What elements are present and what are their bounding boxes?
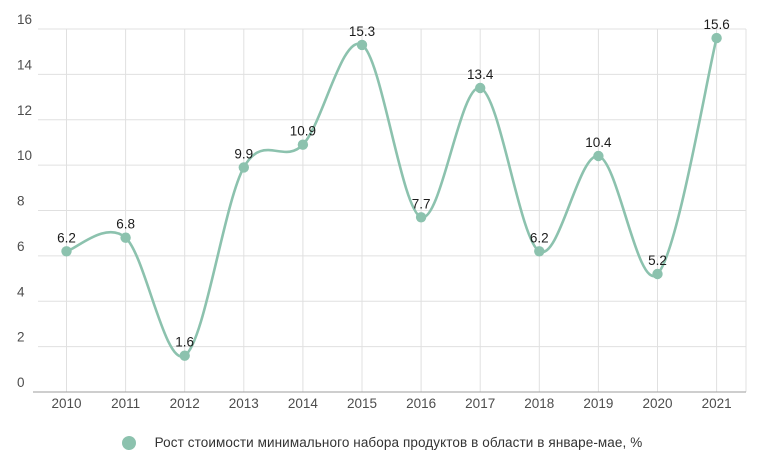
data-label: 13.4 <box>467 67 494 82</box>
data-point <box>711 32 722 44</box>
legend-series-label: Рост стоимости минимального набора проду… <box>154 435 643 450</box>
chart-legend: Рост стоимости минимального набора проду… <box>0 435 764 450</box>
y-axis-label: 12 <box>17 103 32 118</box>
x-axis-label: 2021 <box>702 396 732 411</box>
data-point <box>179 350 190 361</box>
data-label: 6.2 <box>57 230 76 245</box>
data-label: 7.7 <box>412 196 431 211</box>
data-point <box>120 232 131 243</box>
x-axis-label: 2019 <box>583 396 613 411</box>
data-point <box>475 82 486 94</box>
data-point <box>297 139 309 150</box>
data-label: 15.3 <box>349 24 375 39</box>
data-label: 10.4 <box>585 135 612 150</box>
x-axis-label: 2015 <box>347 396 377 411</box>
y-axis-label: 0 <box>17 375 25 390</box>
y-axis-label: 8 <box>17 194 25 209</box>
data-label: 10.9 <box>290 124 316 139</box>
y-axis-label: 16 <box>17 12 32 27</box>
data-point <box>415 212 427 223</box>
y-axis-label: 14 <box>17 57 33 72</box>
data-point <box>652 268 663 280</box>
data-point <box>534 246 545 257</box>
data-label: 5.2 <box>648 253 667 268</box>
data-label: 9.9 <box>234 146 253 161</box>
series-line <box>65 36 718 358</box>
data-label: 1.6 <box>175 335 194 350</box>
x-axis-label: 2018 <box>524 396 554 411</box>
x-axis-label: 2011 <box>111 396 140 411</box>
data-point <box>356 39 368 51</box>
x-axis-label: 2013 <box>229 396 259 411</box>
y-axis-label: 4 <box>17 284 25 299</box>
data-point <box>593 150 604 162</box>
x-axis-label: 2014 <box>288 396 319 411</box>
line-chart-canvas: 0 2 4 6 8 10 12 14 16 2010 2011 2012 2013 2014 2015 201… <box>17 12 747 411</box>
y-axis-label: 2 <box>17 330 25 345</box>
x-axis-label: 2017 <box>465 396 495 411</box>
data-point <box>238 162 249 173</box>
x-axis-label: 2016 <box>406 396 436 411</box>
x-axis-label: 2010 <box>51 396 81 411</box>
y-axis-label: 10 <box>17 148 32 163</box>
y-axis-label: 6 <box>17 239 25 254</box>
x-axis-label: 2012 <box>170 396 200 411</box>
x-axis-label: 2020 <box>642 396 672 411</box>
data-label: 6.2 <box>530 230 549 245</box>
data-label: 6.8 <box>116 217 135 232</box>
data-point <box>61 246 72 257</box>
legend-series-marker-icon <box>121 435 136 450</box>
data-label: 15.6 <box>703 17 729 32</box>
